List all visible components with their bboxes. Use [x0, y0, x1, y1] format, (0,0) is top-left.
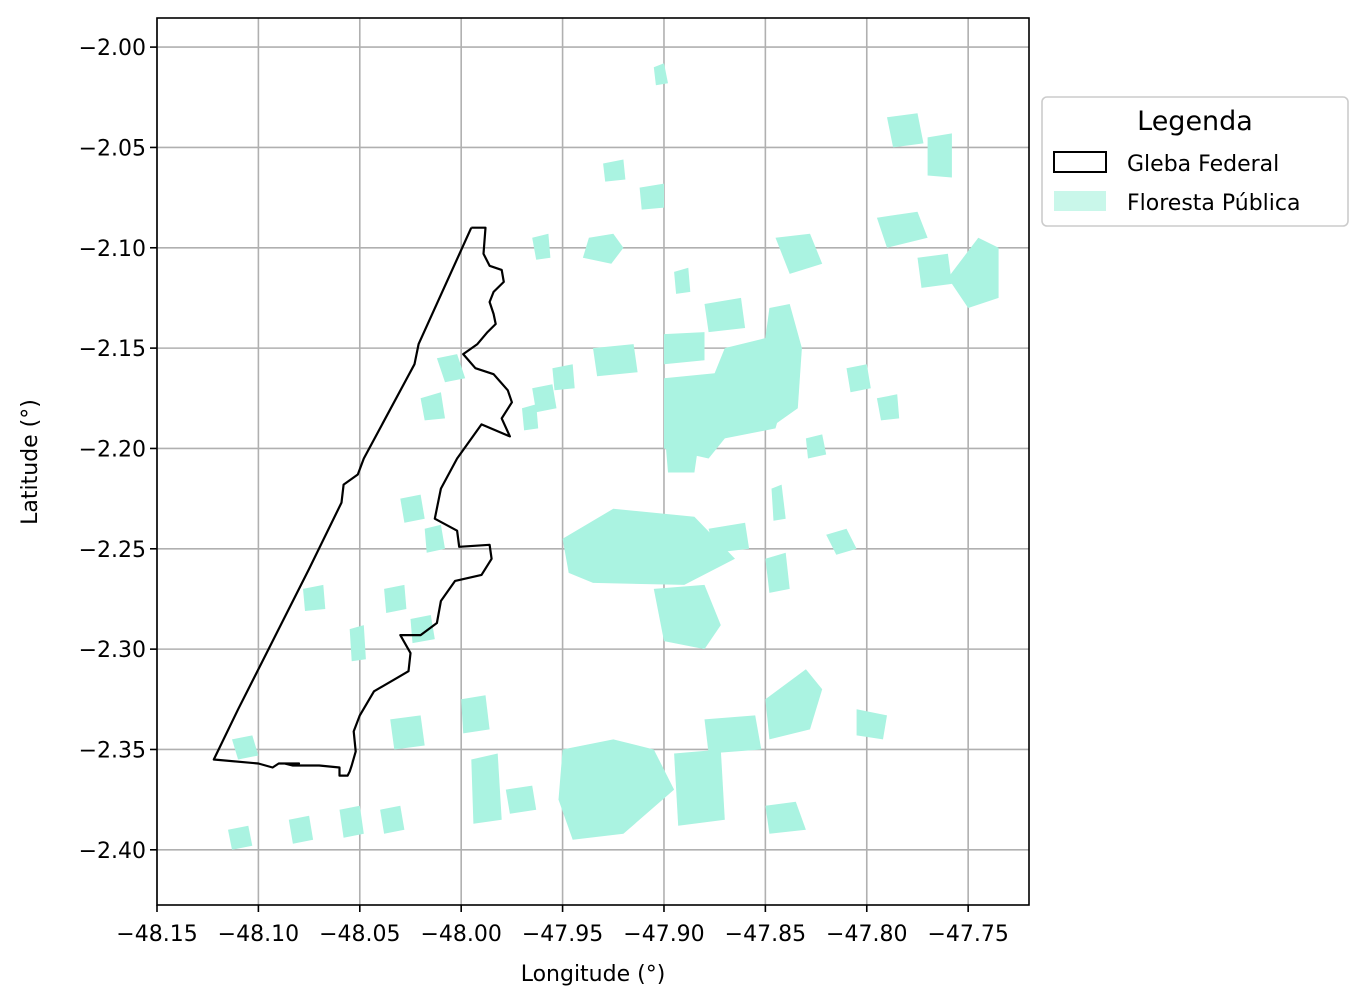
y-tick-label: −2.00 — [79, 36, 146, 61]
forest-patch-31 — [390, 715, 425, 750]
legend-swatch-floresta-publica — [1054, 191, 1106, 211]
forest-patch-20 — [826, 528, 857, 555]
forest-patch-28 — [765, 801, 806, 834]
forest-patch-40 — [288, 815, 314, 844]
forest-patch-27 — [856, 709, 887, 740]
floresta-publica-layer — [228, 63, 999, 850]
x-axis-ticks: −48.15 −48.10 −48.05 −48.00 −47.95 −47.90 −47.… — [116, 905, 1009, 947]
y-tick-label: −2.35 — [79, 738, 146, 763]
forest-patch-43 — [303, 584, 326, 611]
forest-patch-47 — [603, 159, 626, 182]
legend-label-gleba-federal: Gleba Federal — [1127, 152, 1279, 177]
forest-patch-6 — [704, 297, 746, 333]
y-tick-label: −2.05 — [79, 136, 146, 161]
forest-patch-22 — [771, 484, 786, 521]
legend-title: Legenda — [1137, 106, 1253, 137]
forest-patch-26 — [674, 749, 725, 826]
forest-patch-23 — [765, 669, 823, 740]
forest-patch-21 — [708, 522, 750, 553]
forest-patch-45 — [380, 805, 405, 834]
forest-patch-14 — [552, 364, 575, 391]
x-tick-label: −47.75 — [927, 922, 1008, 947]
forest-patch-49 — [532, 384, 557, 413]
gleba-federal-layer — [212, 226, 513, 777]
y-tick-label: −2.30 — [79, 638, 146, 663]
forest-patch-33 — [410, 615, 435, 644]
legend-swatch-gleba-federal — [1053, 151, 1107, 173]
y-axis-label: Latitude (°) — [18, 399, 43, 525]
forest-patch-25 — [558, 739, 675, 840]
forest-patch-39 — [339, 805, 364, 838]
forest-patch-48 — [653, 63, 668, 86]
forest-patch-34 — [384, 584, 407, 613]
forest-patch-18 — [643, 518, 677, 547]
x-tick-label: −47.90 — [623, 922, 704, 947]
forest-patch-38 — [436, 354, 466, 383]
forest-patch-12 — [887, 113, 924, 148]
forest-patch-13 — [639, 183, 664, 210]
forest-patch-9 — [947, 237, 999, 308]
forest-patch-4 — [761, 304, 802, 429]
forest-patch-44 — [349, 625, 366, 662]
legend: Legenda Gleba Federal Floresta Pública — [1041, 96, 1349, 227]
x-tick-label: −47.80 — [826, 922, 907, 947]
x-tick-label: −47.85 — [725, 922, 806, 947]
y-axis-ticks: −2.00 −2.05 −2.10 −2.15 −2.20 −2.25 −2.30 −2.35… — [79, 36, 157, 864]
x-tick-label: −47.95 — [522, 922, 603, 947]
forest-patch-50 — [522, 404, 539, 431]
forest-patch-11 — [927, 133, 952, 178]
forest-patch-41 — [228, 825, 253, 850]
forest-patch-46 — [532, 233, 551, 260]
forest-patch-32 — [461, 695, 490, 734]
y-tick-label: −2.15 — [79, 337, 146, 362]
forest-patch-16 — [562, 508, 735, 585]
forest-patch-37 — [420, 392, 445, 421]
y-tick-label: −2.40 — [79, 839, 146, 864]
x-tick-label: −48.10 — [218, 922, 299, 947]
forest-patch-36 — [424, 524, 445, 553]
forest-patch-0 — [582, 233, 624, 264]
forest-patch-54 — [805, 434, 827, 459]
legend-frame — [1041, 96, 1349, 227]
x-tick-label: −48.05 — [319, 922, 400, 947]
x-axis-label: Longitude (°) — [521, 962, 666, 987]
forest-patch-35 — [400, 494, 425, 523]
gleba-federal-outline — [212, 226, 513, 777]
forest-patch-17 — [653, 584, 721, 650]
forest-patch-19 — [765, 552, 790, 593]
y-tick-label: −2.20 — [79, 437, 146, 462]
y-tick-label: −2.25 — [79, 538, 146, 563]
forest-patch-10 — [917, 253, 952, 288]
x-tick-label: −48.15 — [116, 922, 197, 947]
legend-label-floresta-publica: Floresta Pública — [1127, 191, 1300, 216]
forest-patch-30 — [505, 785, 537, 814]
forest-patch-42 — [232, 735, 259, 760]
forest-patch-15 — [593, 344, 638, 377]
forest-patch-8 — [876, 211, 928, 248]
forest-patch-1 — [664, 332, 705, 365]
forest-patch-53 — [876, 394, 900, 421]
forest-patch-24 — [704, 715, 762, 754]
y-tick-label: −2.10 — [79, 237, 146, 262]
forest-patch-3 — [664, 372, 741, 459]
forest-patch-29 — [471, 753, 502, 824]
x-tick-label: −48.00 — [420, 922, 501, 947]
plot-frame — [156, 17, 1030, 906]
forest-patch-52 — [846, 364, 871, 393]
forest-patch-5 — [666, 444, 699, 473]
forest-patch-7 — [775, 233, 823, 274]
forest-patch-51 — [674, 267, 691, 294]
